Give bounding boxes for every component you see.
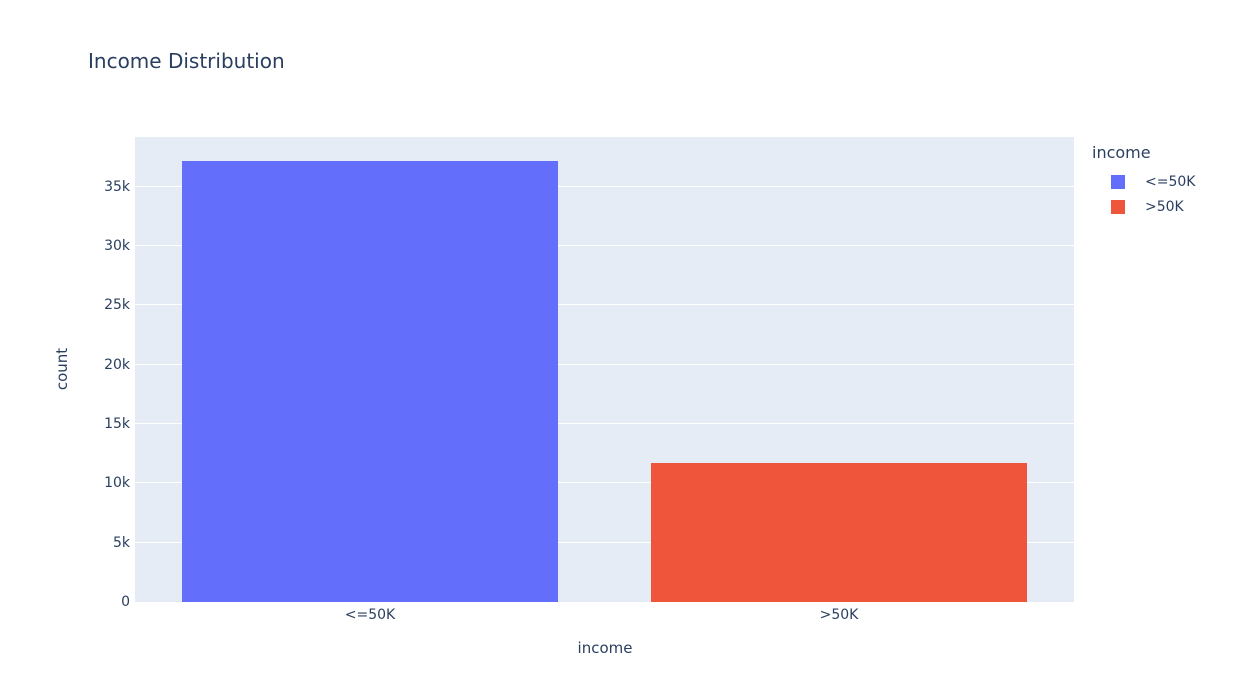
chart-title: Income Distribution xyxy=(88,49,285,73)
x-tick-label: >50K xyxy=(819,607,859,623)
gridline xyxy=(135,423,1074,425)
legend: income <=50K >50K xyxy=(1092,143,1232,219)
legend-label: >50K xyxy=(1145,198,1184,215)
gridline xyxy=(135,541,1074,543)
y-axis-ticks: 0 5k 10k 15k 20k 25k 30k 35k xyxy=(0,0,130,699)
y-tick-label: 35k xyxy=(104,179,130,195)
gridline xyxy=(135,363,1074,365)
legend-title: income xyxy=(1092,143,1151,162)
bar-gt-50k[interactable] xyxy=(651,463,1027,602)
plot-area xyxy=(135,137,1074,602)
gridline xyxy=(135,482,1074,484)
gridline xyxy=(135,245,1074,247)
legend-swatch xyxy=(1111,199,1125,214)
y-tick-label: 5k xyxy=(112,535,130,551)
y-tick-label: 10k xyxy=(104,475,130,491)
y-tick-label: 20k xyxy=(104,357,130,373)
y-tick-label: 30k xyxy=(104,238,130,254)
x-axis-title: income xyxy=(577,639,633,657)
gridline xyxy=(135,185,1074,187)
legend-swatch xyxy=(1111,174,1125,189)
legend-label: <=50K xyxy=(1145,173,1196,190)
y-tick-label: 0 xyxy=(121,594,130,610)
legend-entry-gt-50k[interactable]: >50K xyxy=(1092,194,1232,219)
legend-entry-le-50k[interactable]: <=50K xyxy=(1092,169,1232,194)
gridline xyxy=(135,304,1074,306)
bar-le-50k[interactable] xyxy=(182,161,558,602)
y-tick-label: 25k xyxy=(104,297,130,313)
y-axis-title: count xyxy=(53,347,71,391)
legend-entries: <=50K >50K xyxy=(1092,169,1232,219)
y-tick-label: 15k xyxy=(104,416,130,432)
x-tick-label: <=50K xyxy=(344,607,396,623)
